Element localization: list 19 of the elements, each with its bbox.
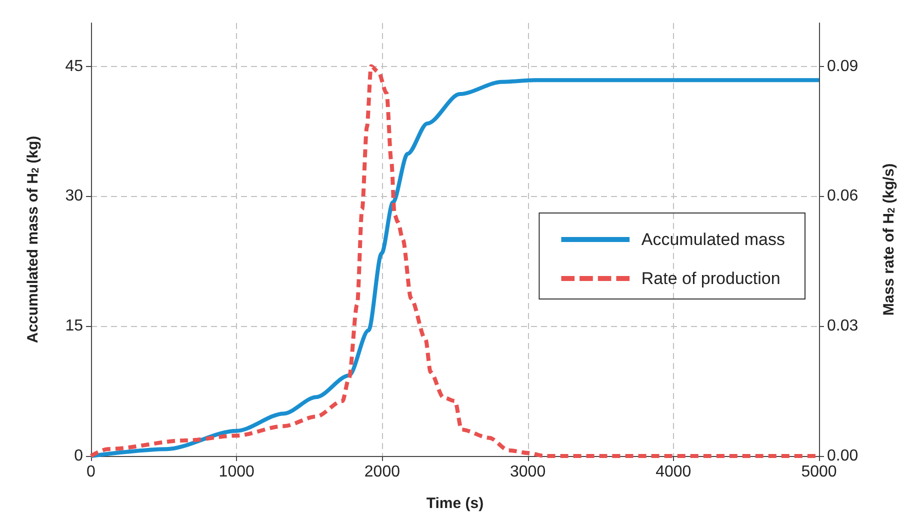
x-tick-label: 3000 — [510, 464, 546, 480]
x-axis-title: Time (s) — [426, 495, 484, 512]
x-tick-label: 5000 — [801, 464, 837, 480]
x-tick-label: 1000 — [218, 464, 254, 480]
y2-tick-label: 0.09 — [827, 58, 858, 75]
y-axis-title: Accumulated mass of H2 (kg) — [24, 136, 42, 344]
x-tick-label: 2000 — [364, 464, 400, 480]
x-tick-label: 0 — [86, 464, 96, 480]
legend-label: Rate of production — [641, 269, 780, 288]
y-tick-label: 15 — [65, 318, 84, 335]
y2-tick-label: 0.00 — [827, 448, 858, 464]
x-tick-label: 4000 — [656, 464, 692, 480]
y-tick-label: 0 — [74, 448, 84, 464]
y-tick-label: 30 — [65, 188, 84, 205]
y-tick-label: 45 — [65, 58, 84, 75]
y2-tick-label: 0.06 — [827, 188, 858, 205]
legend-label: Accumulated mass — [641, 230, 786, 249]
y2-axis-title: Mass rate of H2 (kg/s) — [880, 163, 898, 316]
y2-tick-label: 0.03 — [827, 318, 858, 335]
